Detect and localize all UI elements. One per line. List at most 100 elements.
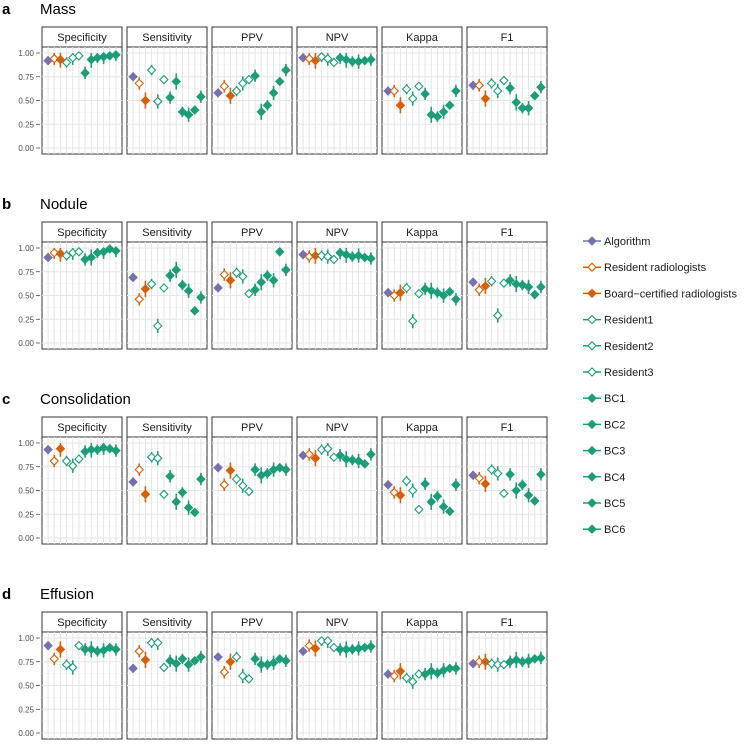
point-bc3 xyxy=(177,654,188,664)
point-bc2 xyxy=(426,497,437,507)
facet-ppv: PPV xyxy=(211,416,293,545)
point-resident-radiologists xyxy=(389,671,400,681)
point-bc6 xyxy=(366,449,376,460)
point-resident2 xyxy=(407,316,418,326)
facet-label: F1 xyxy=(501,617,514,629)
facet-label: Specificity xyxy=(57,617,107,629)
point-bc2 xyxy=(86,252,97,263)
facet-kappa: Kappa xyxy=(381,221,463,350)
point-bc1 xyxy=(505,469,515,480)
point-bc6 xyxy=(536,82,546,92)
point-resident-radiologists xyxy=(474,285,485,295)
point-bc2 xyxy=(171,265,182,275)
point-resident1 xyxy=(231,267,242,278)
point-bc4 xyxy=(523,282,534,292)
legend-item: Resident2 xyxy=(583,341,654,353)
point-bc5 xyxy=(359,252,370,263)
y-tick-label: 0.75 xyxy=(18,268,34,277)
point-resident3 xyxy=(499,278,509,288)
point-resident2 xyxy=(237,671,248,681)
point-bc6 xyxy=(366,253,376,264)
point-bc3 xyxy=(177,280,188,290)
point-bc6 xyxy=(111,445,121,456)
point-bc1 xyxy=(335,450,345,461)
point-resident-radiologists xyxy=(49,53,60,64)
point-board-certified-radiologists xyxy=(140,489,151,500)
point-board-certified-radiologists xyxy=(225,656,236,667)
point-resident-radiologists xyxy=(134,646,145,657)
panel-title: Mass xyxy=(40,1,76,18)
point-resident-radiologists xyxy=(134,294,145,305)
point-bc2 xyxy=(511,279,522,289)
point-bc1 xyxy=(80,68,90,78)
point-resident1 xyxy=(146,452,157,463)
point-board-certified-radiologists xyxy=(140,655,151,665)
point-algorithm xyxy=(43,444,53,455)
point-bc1 xyxy=(420,89,430,99)
point-bc2 xyxy=(256,277,267,287)
facet-label: PPV xyxy=(241,422,264,434)
point-bc6 xyxy=(196,91,206,102)
facet-label: PPV xyxy=(241,617,264,629)
point-board-certified-radiologists xyxy=(480,93,491,104)
point-bc2 xyxy=(171,497,182,507)
point-algorithm xyxy=(128,71,138,82)
panel-letter: a xyxy=(2,1,11,18)
y-tick-label: 0.00 xyxy=(18,729,34,738)
point-bc6 xyxy=(281,65,291,75)
point-resident1 xyxy=(231,652,242,662)
legend-label: BC3 xyxy=(604,446,625,458)
facet-sensitivity: Sensitivity xyxy=(126,221,208,350)
point-board-certified-radiologists xyxy=(225,465,236,476)
facet-label: Specificity xyxy=(57,227,107,239)
point-resident2 xyxy=(407,93,418,104)
point-bc1 xyxy=(80,644,90,655)
point-bc5 xyxy=(189,507,200,518)
panel-a: a Mass 1.00 0.75 0.50 0.25 0.00 Specificity Sens… xyxy=(2,1,548,155)
point-resident1 xyxy=(146,637,157,648)
point-board-certified-radiologists xyxy=(55,248,66,259)
legend-label: Resident2 xyxy=(604,341,654,353)
facet-kappa: Kappa xyxy=(381,611,463,740)
y-tick-label: 0.25 xyxy=(18,705,34,714)
facet-label: PPV xyxy=(241,227,264,239)
point-board-certified-radiologists xyxy=(395,287,406,298)
point-bc1 xyxy=(250,464,260,475)
point-resident2 xyxy=(492,659,503,670)
point-bc5 xyxy=(189,105,200,115)
panel-title: Nodule xyxy=(40,196,88,213)
legend-item: BC5 xyxy=(583,498,625,510)
point-bc5 xyxy=(359,459,370,469)
point-bc3 xyxy=(177,487,188,498)
point-resident1 xyxy=(61,659,72,670)
facet-label: Specificity xyxy=(57,32,107,44)
legend-item: BC2 xyxy=(583,419,625,431)
point-bc1 xyxy=(505,275,515,286)
point-resident2 xyxy=(67,662,78,673)
legend-label: BC4 xyxy=(604,472,625,484)
point-bc1 xyxy=(165,656,175,666)
facet-label: F1 xyxy=(501,32,514,44)
point-resident-radiologists xyxy=(219,269,230,280)
point-bc1 xyxy=(420,669,430,679)
point-resident2 xyxy=(322,53,333,64)
point-bc4 xyxy=(183,285,194,296)
point-bc3 xyxy=(432,668,443,678)
point-resident1 xyxy=(401,476,412,486)
facet-ppv: PPV xyxy=(211,221,293,350)
point-bc4 xyxy=(268,88,279,98)
point-bc2 xyxy=(341,644,352,655)
point-resident2 xyxy=(322,251,333,262)
y-tick-label: 1.00 xyxy=(18,49,34,58)
legend-item: Board−certified radiologists xyxy=(583,288,737,300)
facet-specificity: Specificity xyxy=(41,611,123,740)
point-algorithm xyxy=(213,283,223,293)
legend-key-diamond xyxy=(587,314,597,325)
point-resident1 xyxy=(486,78,497,89)
point-resident2 xyxy=(237,78,248,89)
point-algorithm xyxy=(213,652,223,662)
point-bc2 xyxy=(341,454,352,464)
point-bc1 xyxy=(165,270,175,281)
facet-label: Kappa xyxy=(406,227,439,239)
point-resident-radiologists xyxy=(49,654,60,664)
